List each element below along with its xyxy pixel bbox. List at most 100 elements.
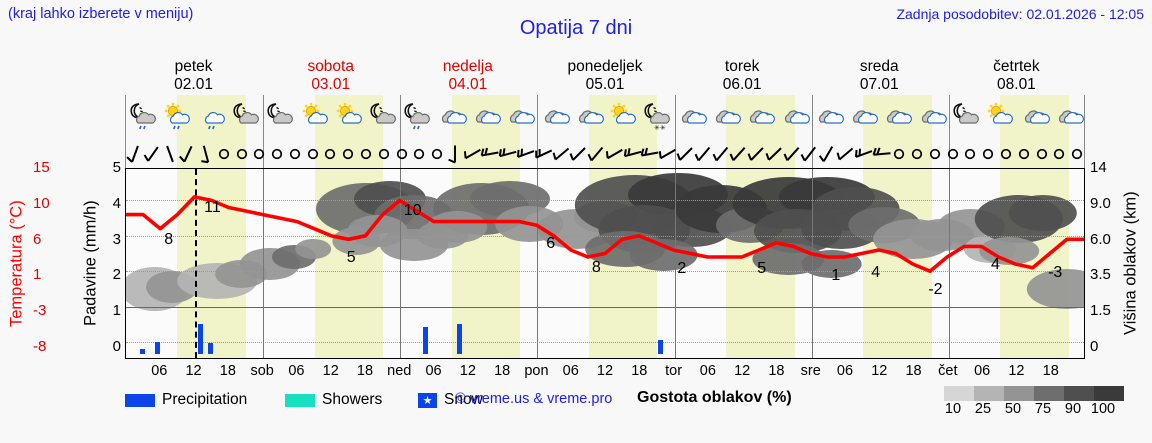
wind-barb-calm bbox=[995, 140, 1017, 166]
wind-barb bbox=[568, 140, 590, 166]
cloud-density-scale-labels: 10 25 50 75 90 100 bbox=[938, 401, 1118, 417]
wind-barb bbox=[693, 140, 715, 166]
weather-icon-cloud bbox=[574, 101, 604, 131]
current-time-marker bbox=[195, 169, 198, 358]
wind-barb bbox=[817, 140, 839, 166]
hour-label-23: čet bbox=[938, 363, 958, 379]
precipitation-tick-5: 0 bbox=[112, 338, 121, 355]
precipitation-swatch bbox=[125, 393, 155, 407]
day-separator-2 bbox=[400, 138, 402, 168]
cloud-scale-label-1: 25 bbox=[974, 401, 992, 417]
precipitation-tick-0: 5 bbox=[112, 159, 121, 176]
cloud-height-tick-3: 3.5 bbox=[1090, 266, 1111, 284]
wind-barb-band bbox=[125, 138, 1085, 168]
wind-barb-calm bbox=[302, 140, 324, 166]
temperature-point-label: 5 bbox=[346, 249, 356, 267]
wind-barb bbox=[497, 140, 519, 166]
wind-barb bbox=[533, 140, 555, 166]
weather-icon-night-cloud bbox=[368, 101, 398, 131]
wind-barb bbox=[728, 140, 750, 166]
cloud-scale-box-2 bbox=[1004, 386, 1034, 401]
page-title: Opatija 7 dni bbox=[519, 17, 633, 39]
day-name: četrtek bbox=[993, 58, 1040, 75]
wind-barb bbox=[444, 140, 466, 166]
day-separator-5 bbox=[811, 95, 813, 138]
weather-icon-band: ✳✳ bbox=[125, 95, 1085, 138]
weather-icon-cloud bbox=[882, 101, 913, 131]
wind-barb bbox=[177, 140, 199, 166]
temperature-tick-2: 6 bbox=[33, 230, 42, 248]
day-header-0: petek 02.01 bbox=[125, 58, 262, 94]
temperature-point-label: 6 bbox=[546, 235, 556, 253]
temperature-point-label: 4 bbox=[871, 263, 881, 281]
weather-icon-cloud bbox=[745, 101, 776, 131]
temperature-point-label: 2 bbox=[677, 259, 687, 277]
hour-label-10: 18 bbox=[494, 363, 511, 379]
hour-label-4: 06 bbox=[288, 363, 305, 379]
hour-label-21: 12 bbox=[871, 363, 888, 379]
wind-barb bbox=[782, 140, 804, 166]
wind-barb-calm bbox=[213, 140, 235, 166]
day-name: ponedeljek bbox=[567, 58, 643, 75]
day-separator-1 bbox=[263, 95, 265, 138]
precipitation-bar bbox=[140, 348, 146, 354]
cloud-height-tick-0: 14 bbox=[1090, 159, 1107, 176]
wind-barb bbox=[479, 140, 501, 166]
day-separator-4 bbox=[674, 138, 676, 168]
precipitation-bar bbox=[657, 339, 663, 354]
weather-icon-cloud bbox=[814, 101, 844, 131]
cloud-scale-label-0: 10 bbox=[944, 401, 962, 417]
day-date: 04.01 bbox=[448, 76, 488, 93]
wind-barb bbox=[746, 140, 768, 166]
temperature-tick-3: 1 bbox=[33, 266, 42, 284]
gridline-v-day-2 bbox=[400, 169, 402, 358]
cloud-scale-box-1 bbox=[974, 386, 1004, 401]
gridline-h-2 bbox=[126, 235, 1084, 237]
cloud-height-tick-4: 1.5 bbox=[1090, 302, 1111, 320]
cloud-height-tick-5: 0 bbox=[1090, 338, 1099, 355]
daylight-band-4 bbox=[726, 138, 795, 168]
wind-barb bbox=[159, 140, 181, 166]
weather-icon-cloud bbox=[471, 101, 501, 131]
precipitation-tick-4: 1 bbox=[112, 302, 121, 320]
temperature-point-label: -3 bbox=[1048, 263, 1063, 281]
day-name: torek bbox=[724, 58, 760, 75]
wind-barb bbox=[462, 140, 484, 166]
temperature-tick-0: 15 bbox=[33, 159, 50, 176]
hour-label-3: sob bbox=[250, 363, 274, 379]
last-update-label: Zadnja posodobitev: 02.01.2026 - 12:05 bbox=[896, 6, 1144, 22]
wind-barb-calm bbox=[888, 140, 910, 166]
cloud-density-title: Gostota oblakov (%) bbox=[637, 389, 792, 406]
day-header-1: sobota 03.01 bbox=[262, 58, 399, 94]
hour-label-18: 18 bbox=[768, 363, 785, 379]
copyright-link[interactable]: © vreme.us & vreme.pro bbox=[455, 391, 613, 407]
day-header-2: nedelja 04.01 bbox=[399, 58, 536, 94]
weather-icon-cloud bbox=[780, 101, 810, 131]
weather-icon-cloud bbox=[1020, 101, 1050, 131]
precipitation-tick-2: 3 bbox=[112, 230, 121, 248]
legend-snow-label: Snow bbox=[444, 391, 483, 408]
weather-icon-cloud bbox=[505, 101, 536, 131]
hour-label-25: 12 bbox=[1008, 363, 1025, 379]
precipitation-tick-1: 4 bbox=[112, 194, 121, 212]
hour-label-8: 06 bbox=[425, 363, 442, 379]
wind-barb bbox=[871, 140, 893, 166]
gridline-v-day-4 bbox=[674, 169, 676, 358]
weather-icon-night-cloud-snow: ✳✳ bbox=[642, 101, 672, 131]
weather-icon-cloud bbox=[848, 101, 879, 131]
hour-label-16: 06 bbox=[699, 363, 716, 379]
wind-barb-calm bbox=[391, 140, 413, 166]
location-menu-hint[interactable]: (kraj lahko izberete v meniju) bbox=[8, 6, 194, 22]
precipitation-bar bbox=[208, 343, 214, 354]
hour-label-6: 18 bbox=[356, 363, 374, 379]
legend-showers-label: Showers bbox=[322, 391, 383, 408]
cloud-scale-box-3 bbox=[1034, 386, 1064, 401]
precipitation-tick-3: 2 bbox=[112, 266, 121, 284]
day-separator-6 bbox=[948, 138, 950, 168]
precipitation-bar bbox=[456, 323, 462, 354]
day-separator-3 bbox=[537, 95, 539, 138]
day-date: 05.01 bbox=[585, 76, 625, 93]
cloud-scale-box-0 bbox=[944, 386, 974, 401]
cloud-scale-label-4: 90 bbox=[1064, 401, 1082, 417]
